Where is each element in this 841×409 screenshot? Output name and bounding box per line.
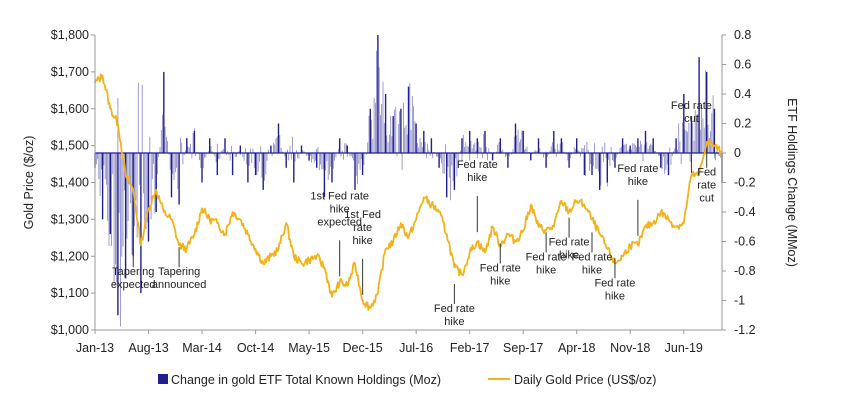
legend-label-gold: Daily Gold Price (US$/oz) xyxy=(514,373,656,387)
annotation-text: rate xyxy=(353,222,372,234)
y2-tick-label: -0.2 xyxy=(734,176,756,190)
y-tick-label: $1,300 xyxy=(51,212,89,226)
annotation-text: Fed xyxy=(697,167,716,179)
annotation-text: Fed rate xyxy=(526,251,567,263)
y2-tick-label: 0.2 xyxy=(734,117,751,131)
y2-tick-label: -0.6 xyxy=(734,235,756,249)
annotation-text: Fed rate xyxy=(549,237,590,249)
annotation-text: cut xyxy=(684,113,699,125)
gold-price-line xyxy=(94,73,723,311)
y-tick-label: $1,500 xyxy=(51,139,89,153)
x-tick-label: Jun-19 xyxy=(665,341,703,355)
annotation-text: rate xyxy=(697,180,716,192)
y2-tick-label: -0.4 xyxy=(734,205,756,219)
x-tick-label: Oct-14 xyxy=(237,341,275,355)
annotation-text: hike xyxy=(353,235,373,247)
etf-bars xyxy=(94,35,723,327)
y2-tick-label: 0.4 xyxy=(734,87,751,101)
annotation-text: Fed rate xyxy=(572,251,613,263)
y-tick-label: $1,000 xyxy=(51,323,89,337)
annotation-text: expected xyxy=(111,279,156,291)
legend-swatch-etf xyxy=(158,374,168,384)
x-tick-label: Nov-18 xyxy=(610,341,650,355)
annotation-text: 1st Fed rate xyxy=(310,190,369,202)
annotation-text: hike xyxy=(536,264,556,276)
legend-label-etf: Change in gold ETF Total Known Holdings … xyxy=(171,373,441,387)
y2-tick-label: -0.8 xyxy=(734,264,756,278)
annotation-text: hike xyxy=(605,290,625,302)
annotation-text: hike xyxy=(559,250,579,262)
y-tick-label: $1,700 xyxy=(51,65,89,79)
annotation-text: 1st Fed xyxy=(344,209,381,221)
annotation-text: Tapering xyxy=(158,266,200,278)
y-tick-label: $1,800 xyxy=(51,28,89,42)
x-tick-label: Mar-14 xyxy=(182,341,222,355)
y-tick-label: $1,600 xyxy=(51,102,89,116)
annotation-text: Fed rate xyxy=(480,263,521,275)
annotation-text: Fed rate xyxy=(617,163,658,175)
x-tick-label: Jul-16 xyxy=(399,341,433,355)
annotation-text: Fed rate xyxy=(594,277,635,289)
annotation-text: hike xyxy=(490,276,510,288)
x-tick-label: Sep-17 xyxy=(503,341,543,355)
y2-axis-title: ETF Holdings Change (MMoz) xyxy=(785,98,799,267)
annotation-text: hike xyxy=(582,264,602,276)
x-tick-label: Aug-13 xyxy=(128,341,168,355)
annotation-text: hike xyxy=(467,172,487,184)
y-axis-title: Gold Price ($/oz) xyxy=(22,136,36,230)
annotation-text: hike xyxy=(628,176,648,188)
y-tick-label: $1,400 xyxy=(51,176,89,190)
annotation-text: expected xyxy=(317,216,362,228)
axes: $1,000 $1,100 $1,200 $1,300 $1,400 $1,500 $1,6… xyxy=(22,28,799,355)
annotation-text: hike xyxy=(444,316,464,328)
y2-tick-label: -1.2 xyxy=(734,323,756,337)
y2-tick-label: 0.6 xyxy=(734,58,751,72)
y2-tick-label: 0.8 xyxy=(734,28,751,42)
y2-tick-label: -1 xyxy=(734,294,745,308)
y-tick-label: $1,200 xyxy=(51,249,89,263)
legend: Change in gold ETF Total Known Holdings … xyxy=(158,373,656,387)
x-tick-label: Dec-15 xyxy=(342,341,382,355)
annotation-text: Tapering xyxy=(112,266,154,278)
y2-tick-label: 0 xyxy=(734,146,741,160)
x-tick-label: Jan-13 xyxy=(76,341,114,355)
annotation-text: Fed rate xyxy=(457,159,498,171)
annotation-text: announced xyxy=(152,279,206,291)
annotation-text: hike xyxy=(330,203,350,215)
x-tick-label: Feb-17 xyxy=(450,341,490,355)
y-tick-label: $1,100 xyxy=(51,286,89,300)
x-tick-label: Apr-18 xyxy=(558,341,596,355)
gold-price-line-group xyxy=(94,73,723,311)
annotation-text: cut xyxy=(699,193,714,205)
annotation-text: Fed rate xyxy=(671,100,712,112)
x-tick-label: May-15 xyxy=(288,341,330,355)
annotation-text: Fed rate xyxy=(434,303,475,315)
